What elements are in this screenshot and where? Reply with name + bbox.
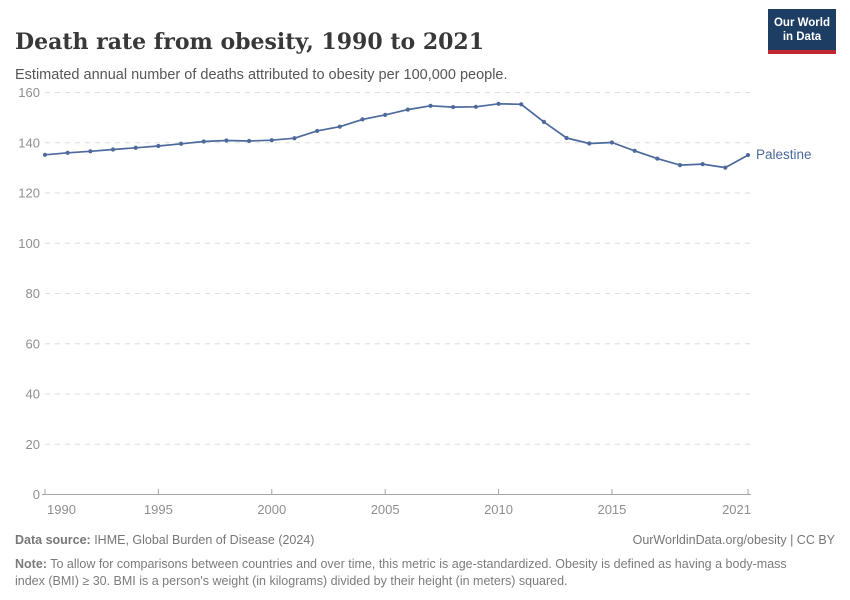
data-point[interactable] — [337, 124, 342, 129]
owid-logo-line2: in Data — [782, 31, 822, 44]
data-source-label: Data source: — [15, 533, 91, 547]
data-point[interactable] — [609, 140, 615, 145]
y-tick-label: 0 — [33, 487, 40, 502]
data-point[interactable] — [315, 128, 320, 134]
data-point[interactable] — [541, 119, 547, 124]
x-tick-label: 1990 — [47, 502, 76, 517]
data-point[interactable] — [133, 145, 138, 150]
y-tick-label: 120 — [18, 186, 40, 201]
owid-logo-line1: Our World — [773, 17, 830, 29]
data-point[interactable] — [292, 136, 297, 141]
data-point[interactable] — [178, 141, 184, 146]
x-tick-label: 1995 — [144, 502, 173, 517]
data-point[interactable] — [723, 165, 728, 170]
x-tick-label: 2021 — [722, 502, 751, 517]
entity-label-palestine[interactable]: Palestine — [756, 147, 812, 162]
x-tick-label: 2000 — [257, 502, 286, 517]
x-tick-label: 2005 — [371, 502, 400, 517]
data-point[interactable] — [246, 138, 252, 144]
page-subtitle: Estimated annual number of deaths attrib… — [15, 66, 508, 83]
y-tick-label: 160 — [18, 85, 40, 100]
data-point[interactable] — [110, 147, 116, 152]
data-point[interactable] — [655, 156, 660, 161]
data-point[interactable] — [42, 152, 48, 157]
data-point[interactable] — [65, 150, 70, 155]
data-point[interactable] — [564, 135, 569, 141]
data-point[interactable] — [519, 102, 524, 107]
data-source-text: Data source: IHME, Global Burden of Dise… — [15, 533, 315, 547]
y-tick-label: 40 — [26, 387, 40, 402]
footer-source-row: Data source: IHME, Global Burden of Dise… — [15, 533, 835, 547]
data-point[interactable] — [383, 112, 388, 117]
data-point[interactable] — [451, 104, 456, 110]
data-point[interactable] — [632, 148, 637, 153]
y-tick-label: 80 — [26, 286, 40, 301]
y-tick-label: 100 — [18, 236, 40, 251]
data-point[interactable] — [405, 107, 410, 112]
note-line1: To allow for comparisons between countri… — [46, 557, 787, 571]
owid-logo[interactable]: Our World in Data — [768, 9, 836, 54]
data-point[interactable] — [269, 138, 274, 143]
data-point[interactable] — [88, 149, 93, 154]
page-title: Death rate from obesity, 1990 to 2021 — [15, 28, 485, 55]
data-point[interactable] — [677, 163, 683, 168]
footer-note: Note: To allow for comparisons between c… — [15, 556, 830, 590]
data-point[interactable] — [224, 138, 229, 143]
data-point[interactable] — [587, 141, 592, 146]
data-point[interactable] — [496, 101, 501, 106]
note-line2: index (BMI) ≥ 30. BMI is a person's weig… — [15, 574, 568, 588]
data-point[interactable] — [201, 139, 206, 144]
trend-line[interactable] — [44, 102, 749, 169]
y-tick-label: 20 — [26, 437, 40, 452]
data-point[interactable] — [360, 117, 365, 122]
note-label: Note: — [15, 557, 47, 571]
data-point[interactable] — [473, 104, 478, 109]
x-tick-label: 2010 — [484, 502, 513, 517]
owid-url-link[interactable]: OurWorldinData.org/obesity | CC BY — [632, 533, 835, 547]
data-point[interactable] — [156, 143, 161, 149]
y-tick-label: 140 — [18, 135, 40, 150]
x-tick-label: 2015 — [597, 502, 626, 517]
data-point[interactable] — [745, 152, 751, 158]
y-tick-label: 60 — [26, 336, 40, 351]
data-point[interactable] — [700, 162, 705, 167]
data-point[interactable] — [428, 103, 433, 108]
